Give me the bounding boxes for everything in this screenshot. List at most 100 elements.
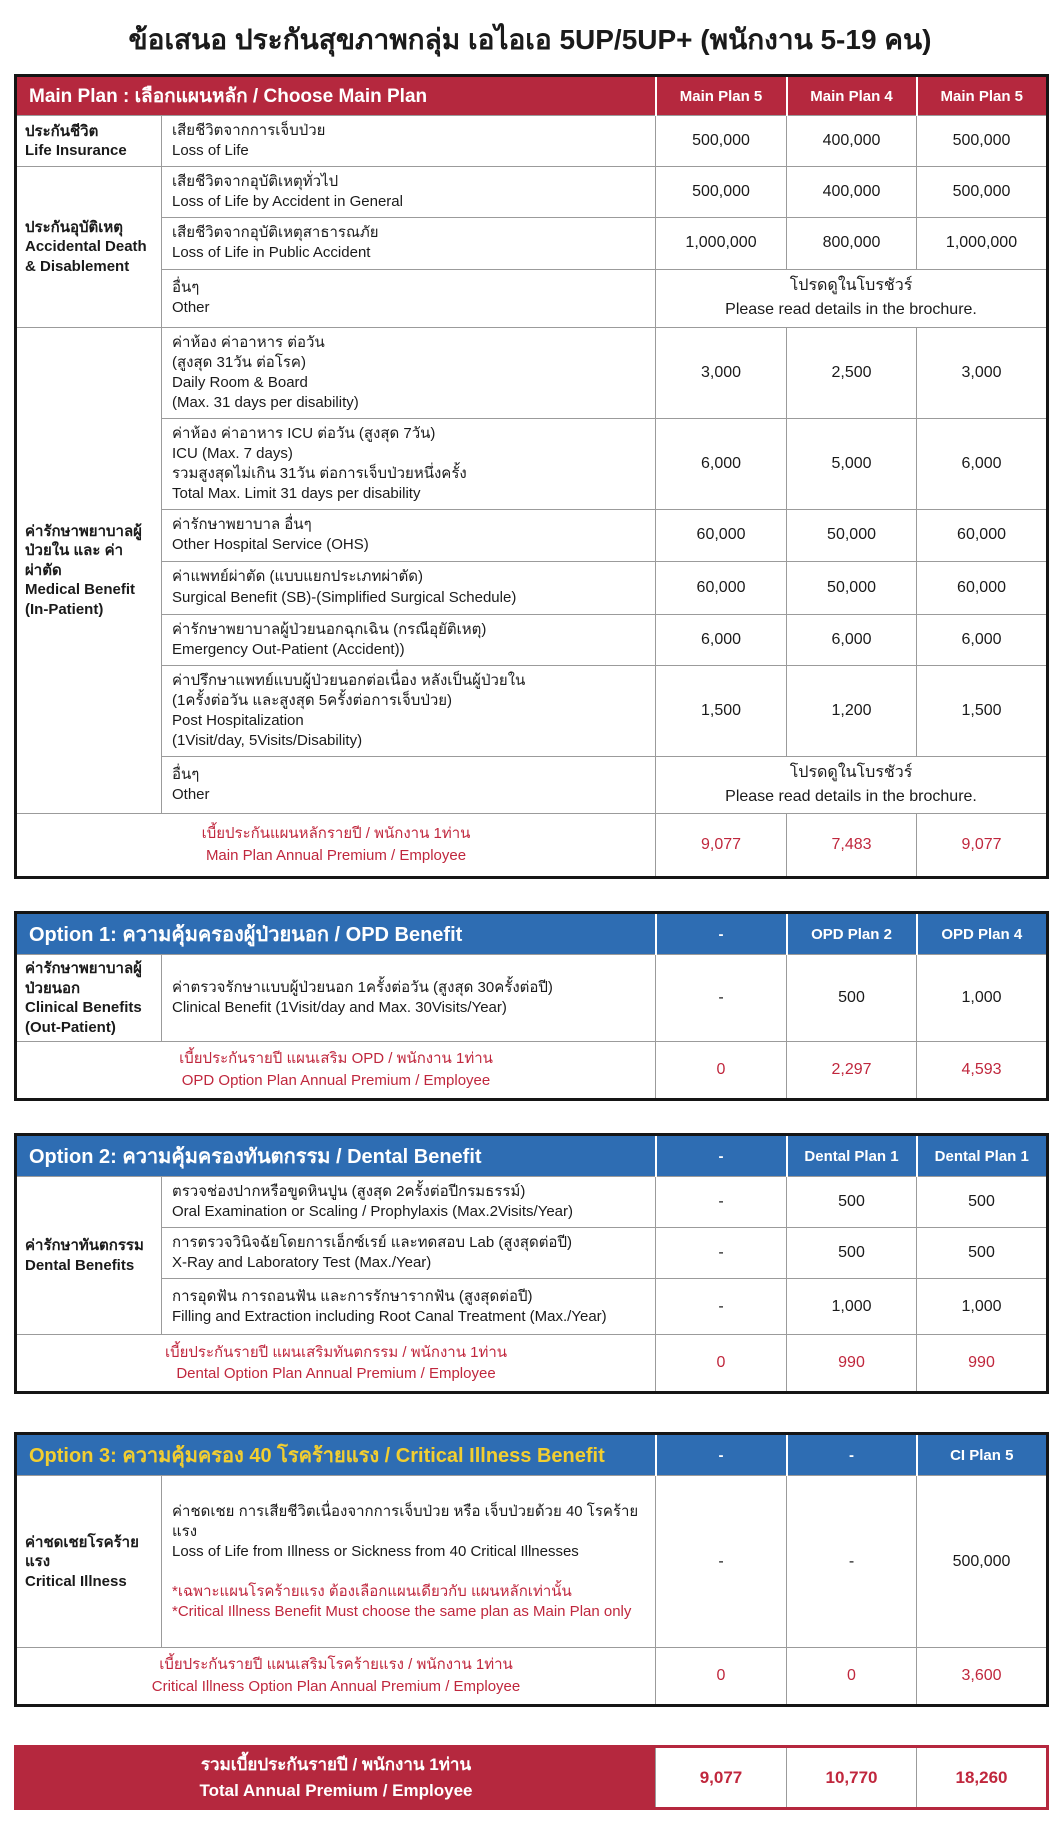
critical-illness-note: *เฉพาะแผนโรคร้ายแรง ต้องเลือกแผนเดียวกับ… bbox=[172, 1582, 632, 1620]
option2-dental-table: Option 2: ความคุ้มครองทันตกรรม / Dental … bbox=[14, 1133, 1049, 1395]
benefit-row-accident-general: ประกันอุบัติเหตุ Accidental Death & Disa… bbox=[15, 166, 1049, 328]
premium-value: 2,297 bbox=[786, 1041, 917, 1101]
benefit-value: 3,000 bbox=[916, 326, 1049, 419]
benefit-desc: ค่าตรวจรักษาแบบผู้ป่วยนอก 1ครั้งต่อวัน (… bbox=[161, 954, 656, 1043]
option3-premium-row: เบี้ยประกันรายปี แผนเสริมโรคร้ายแรง / พน… bbox=[15, 1647, 1048, 1707]
benefit-value: 500 bbox=[916, 1227, 1048, 1280]
option3-plan-column-3: CI Plan 5 bbox=[915, 1433, 1048, 1476]
benefit-value: 60,000 bbox=[916, 560, 1049, 615]
benefit-row-critical-illness: ค่าชดเชยโรคร้ายแรง Critical Illness ค่าช… bbox=[15, 1475, 1048, 1649]
main-plan-column-2: Main Plan 4 bbox=[785, 75, 918, 116]
benefit-value: - bbox=[655, 1475, 787, 1649]
benefit-value: 1,500 bbox=[655, 664, 788, 758]
benefit-row-accident-other: อื่นๆ Other โปรดดูในโบรชัวร์ Please read… bbox=[16, 268, 1049, 328]
benefit-desc: ค่าแพทย์ผ่าตัด (แบบแยกประเภทผ่าตัด) Surg… bbox=[160, 560, 657, 615]
premium-value: 4,593 bbox=[916, 1041, 1048, 1101]
premium-value: 7,483 bbox=[786, 813, 918, 879]
option3-plan-column-1: - bbox=[654, 1433, 787, 1476]
premium-value: 0 bbox=[655, 1041, 787, 1101]
spacer bbox=[14, 1394, 1046, 1432]
benefit-value: 5,000 bbox=[786, 417, 918, 511]
total-value: 10,770 bbox=[786, 1746, 917, 1810]
benefit-value: 60,000 bbox=[916, 509, 1049, 562]
main-plan-column-3: Main Plan 5 bbox=[915, 75, 1049, 116]
option1-premium-row: เบี้ยประกันรายปี แผนเสริม OPD / พนักงาน … bbox=[15, 1041, 1048, 1101]
brochure-note: โปรดดูในโบรชัวร์ Please read details in … bbox=[655, 268, 1049, 328]
benefit-value: 500,000 bbox=[655, 114, 788, 168]
benefit-value: 400,000 bbox=[786, 114, 918, 168]
premium-value: 3,600 bbox=[916, 1647, 1048, 1707]
insurance-proposal-page: ข้อเสนอ ประกันสุขภาพกลุ่ม เอไอเอ 5UP/5UP… bbox=[14, 0, 1050, 1830]
benefit-row-xray-lab: การตรวจวินิจฉัยโดยการเอ็กซ์เรย์ และทดสอบ… bbox=[16, 1227, 1048, 1280]
option3-header-title: Option 3: ความคุ้มครอง 40 โรคร้ายแรง / C… bbox=[15, 1433, 656, 1476]
benefit-desc: ค่ารักษาพยาบาล อื่นๆ Other Hospital Serv… bbox=[160, 509, 657, 562]
benefit-value: - bbox=[655, 1278, 787, 1336]
benefit-desc: ค่ารักษาพยาบาลผู้ป่วยนอกฉุกเฉิน (กรณีอุย… bbox=[160, 613, 657, 666]
benefit-value: - bbox=[786, 1475, 917, 1649]
category-dental-benefits: ค่ารักษาทันตกรรม Dental Benefits bbox=[15, 1176, 162, 1336]
main-premium-label: เบี้ยประกันแผนหลักรายปี / พนักงาน 1ท่าน … bbox=[14, 813, 657, 879]
benefit-desc: ตรวจช่องปากหรือขูดหินปูน (สูงสุด 2ครั้งต… bbox=[161, 1176, 656, 1229]
option1-header-row: Option 1: ความคุ้มครองผู้ป่วยนอก / OPD B… bbox=[15, 912, 1048, 955]
benefit-row-icu: ค่าห้อง ค่าอาหาร ICU ต่อวัน (สูงสุด 7วัน… bbox=[16, 417, 1049, 511]
benefit-value: - bbox=[655, 1176, 787, 1229]
option1-plan-column-3: OPD Plan 4 bbox=[915, 912, 1048, 955]
option2-plan-column-2: Dental Plan 1 bbox=[785, 1134, 917, 1177]
main-plan-table: Main Plan : เลือกแผนหลัก / Choose Main P… bbox=[14, 74, 1050, 880]
benefit-value: 500 bbox=[786, 954, 917, 1043]
main-premium-row: เบี้ยประกันแผนหลักรายปี / พนักงาน 1ท่าน … bbox=[14, 813, 1049, 879]
benefit-desc: เสียชีวิตจากอุบัติเหตุสาธารณภัย Loss of … bbox=[160, 217, 657, 270]
premium-value: 0 bbox=[786, 1647, 917, 1707]
brochure-note: โปรดดูในโบรชัวร์ Please read details in … bbox=[655, 756, 1049, 815]
benefit-value: 6,000 bbox=[916, 417, 1049, 511]
option2-premium-label: เบี้ยประกันรายปี แผนเสริมทันตกรรม / พนัก… bbox=[15, 1334, 656, 1394]
option2-plan-column-3: Dental Plan 1 bbox=[915, 1134, 1048, 1177]
benefit-value: 6,000 bbox=[655, 613, 788, 666]
option1-plan-column-2: OPD Plan 2 bbox=[785, 912, 917, 955]
total-premium-label: รวมเบี้ยประกันรายปี / พนักงาน 1ท่าน Tota… bbox=[15, 1746, 656, 1809]
benefit-desc: การอุดฟัน การถอนฟัน และการรักษารากฟัน (ส… bbox=[161, 1278, 656, 1336]
benefit-desc: อื่นๆ Other bbox=[160, 268, 657, 328]
premium-value: 0 bbox=[655, 1647, 787, 1707]
total-premium-table: รวมเบี้ยประกันรายปี / พนักงาน 1ท่าน Tota… bbox=[14, 1745, 1049, 1811]
benefit-value: 500,000 bbox=[916, 166, 1049, 219]
benefit-row-medical-other: อื่นๆ Other โปรดดูในโบรชัวร์ Please read… bbox=[16, 756, 1049, 815]
benefit-row-accident-public: เสียชีวิตจากอุบัติเหตุสาธารณภัย Loss of … bbox=[16, 217, 1049, 270]
benefit-row-ohs: ค่ารักษาพยาบาล อื่นๆ Other Hospital Serv… bbox=[16, 509, 1049, 562]
benefit-desc: การตรวจวินิจฉัยโดยการเอ็กซ์เรย์ และทดสอบ… bbox=[161, 1227, 656, 1280]
option2-premium-row: เบี้ยประกันรายปี แผนเสริมทันตกรรม / พนัก… bbox=[15, 1334, 1048, 1394]
total-value: 9,077 bbox=[655, 1746, 787, 1810]
benefit-value: 500,000 bbox=[655, 166, 788, 219]
benefit-value: 500 bbox=[916, 1176, 1048, 1229]
benefit-row-post-hospitalization: ค่าปรึกษาแพทย์แบบผู้ป่วยนอกต่อเนื่อง หลั… bbox=[16, 664, 1049, 758]
main-plan-header-row: Main Plan : เลือกแผนหลัก / Choose Main P… bbox=[14, 75, 1049, 116]
spacer bbox=[14, 1707, 1046, 1745]
spacer bbox=[14, 879, 1046, 911]
benefit-value: 1,500 bbox=[916, 664, 1049, 758]
benefit-desc: เสียชีวิตจากการเจ็บป่วย Loss of Life bbox=[160, 114, 657, 168]
option1-opd-table: Option 1: ความคุ้มครองผู้ป่วยนอก / OPD B… bbox=[14, 911, 1049, 1102]
benefit-value: 500,000 bbox=[916, 114, 1049, 168]
benefit-row-filling-extraction: การอุดฟัน การถอนฟัน และการรักษารากฟัน (ส… bbox=[16, 1278, 1048, 1336]
benefit-value: - bbox=[655, 1227, 787, 1280]
benefit-value: 1,000 bbox=[916, 954, 1048, 1043]
benefit-value: 800,000 bbox=[786, 217, 918, 270]
benefit-value: 60,000 bbox=[655, 509, 788, 562]
benefit-value: 2,500 bbox=[786, 326, 918, 419]
spacer bbox=[14, 1101, 1046, 1133]
option2-header-title: Option 2: ความคุ้มครองทันตกรรม / Dental … bbox=[15, 1134, 656, 1177]
benefit-desc: อื่นๆ Other bbox=[160, 756, 657, 815]
premium-value: 9,077 bbox=[655, 813, 788, 879]
benefit-row-emergency-opd: ค่ารักษาพยาบาลผู้ป่วยนอกฉุกเฉิน (กรณีอุย… bbox=[16, 613, 1049, 666]
main-plan-header-title: Main Plan : เลือกแผนหลัก / Choose Main P… bbox=[14, 75, 657, 116]
benefit-value: 60,000 bbox=[655, 560, 788, 615]
benefit-value: 1,200 bbox=[786, 664, 918, 758]
benefit-value: 1,000 bbox=[916, 1278, 1048, 1336]
benefit-value: - bbox=[655, 954, 787, 1043]
main-plan-column-1: Main Plan 5 bbox=[654, 75, 788, 116]
option1-premium-label: เบี้ยประกันรายปี แผนเสริม OPD / พนักงาน … bbox=[15, 1041, 656, 1101]
benefit-row-room-board: ค่ารักษาพยาบาลผู้ป่วยใน และ ค่าผ่าตัด Me… bbox=[15, 326, 1049, 815]
category-medical-inpatient: ค่ารักษาพยาบาลผู้ป่วยใน และ ค่าผ่าตัด Me… bbox=[15, 326, 162, 815]
category-life-insurance: ประกันชีวิต Life Insurance bbox=[15, 114, 162, 168]
premium-value: 0 bbox=[655, 1334, 787, 1394]
